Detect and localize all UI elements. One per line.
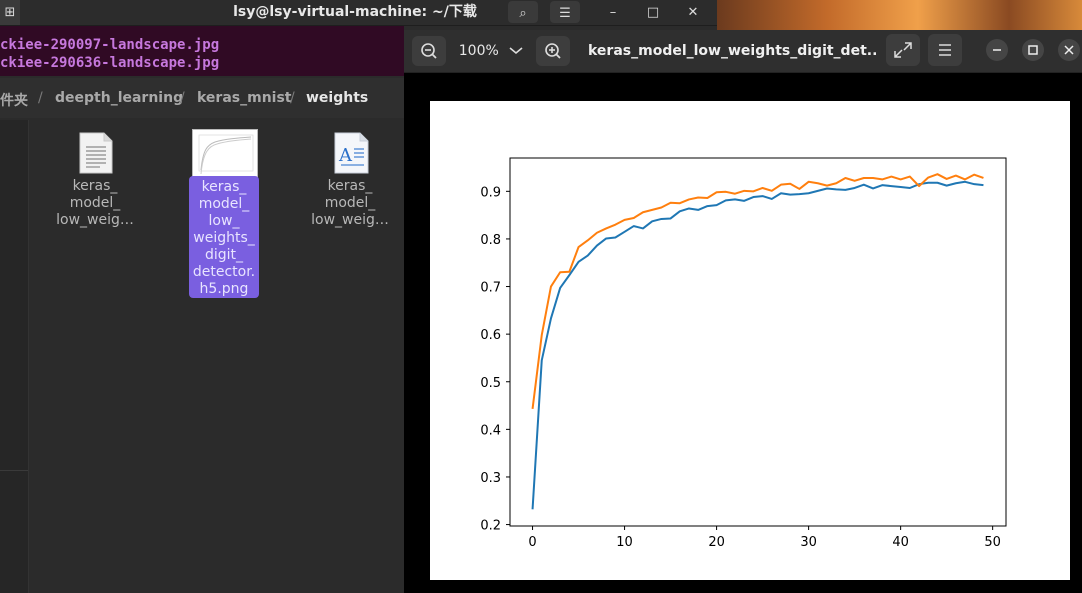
- x-tick-label: 20: [708, 535, 725, 550]
- y-tick-label: 0.5: [480, 376, 501, 391]
- path-bar: [0, 78, 404, 118]
- document-file-icon[interactable]: A: [333, 131, 371, 175]
- hamburger-menu-icon[interactable]: ☰: [550, 1, 580, 23]
- sidebar-divider: [0, 470, 28, 471]
- menu-icon[interactable]: [928, 34, 962, 66]
- terminal-line: ckiee-290636-landscape.jpg: [0, 55, 220, 71]
- y-tick-label: 0.2: [480, 519, 501, 534]
- y-tick-label: 0.8: [480, 233, 501, 248]
- image-viewer-title: keras_model_low_weights_digit_det...: [588, 43, 878, 59]
- breadcrumb-separator: /: [290, 90, 295, 106]
- breadcrumb-separator: /: [180, 90, 185, 106]
- series-line-0: [531, 180, 984, 510]
- plot-image: [430, 101, 1070, 580]
- terminal-title: lsy@lsy-virtual-machine: ~/下载: [233, 4, 477, 20]
- x-tick-label: 0: [528, 535, 536, 550]
- series-line-1: [531, 173, 984, 410]
- zoom-in-icon[interactable]: [536, 36, 570, 66]
- fullscreen-icon[interactable]: [886, 34, 920, 66]
- file-label-selected[interactable]: keras_ model_ low_ weights_ digit_ detec…: [192, 179, 256, 297]
- y-tick-label: 0.9: [480, 185, 501, 200]
- breadcrumb-keras-mnist[interactable]: keras_mnist: [197, 90, 292, 106]
- chevron-down-icon: [509, 36, 523, 66]
- search-icon[interactable]: ⌕: [508, 1, 538, 23]
- terminal-output[interactable]: [0, 26, 404, 76]
- desktop-wallpaper: [717, 0, 1082, 30]
- x-tick-label: 50: [984, 535, 1001, 550]
- terminal-title-bar: [0, 0, 717, 26]
- line-chart: 0 10 20 30 40 50 0.2 0.3 0.4 0.5 0.6 0.7 0.8 0.9: [480, 157, 1007, 550]
- breadcrumb-deepth-learning[interactable]: deepth_learning: [55, 90, 184, 106]
- x-tick-label: 30: [800, 535, 817, 550]
- y-tick-label: 0.3: [480, 471, 501, 486]
- svg-text:A: A: [338, 145, 353, 166]
- image-thumbnail[interactable]: [192, 129, 258, 178]
- close-icon[interactable]: ✕: [687, 5, 699, 20]
- terminal-line: ckiee-290097-landscape.jpg: [0, 37, 220, 53]
- close-icon[interactable]: [1058, 39, 1080, 61]
- selection-highlight: [189, 176, 259, 298]
- plot-frame: [509, 157, 1007, 527]
- zoom-level-value: 100%: [458, 43, 499, 59]
- zoom-level-dropdown[interactable]: 100%: [450, 36, 532, 66]
- file-label[interactable]: keras_ model_ low_weig…: [56, 178, 134, 228]
- x-tick-label: 40: [892, 535, 909, 550]
- x-tick-label: 10: [616, 535, 633, 550]
- file-label[interactable]: keras_ model_ low_weig…: [311, 178, 389, 228]
- breadcrumb-weights[interactable]: weights: [306, 90, 369, 106]
- maximize-icon[interactable]: □: [646, 5, 660, 20]
- minimize-icon[interactable]: –: [609, 5, 617, 20]
- text-file-icon[interactable]: [78, 131, 114, 175]
- maximize-icon[interactable]: [1022, 39, 1044, 61]
- zoom-out-icon[interactable]: [412, 36, 446, 66]
- y-tick-label: 0.7: [480, 281, 501, 296]
- sidebar: [0, 120, 29, 593]
- y-tick-label: 0.6: [480, 328, 501, 343]
- y-tick-label: 0.4: [480, 423, 501, 438]
- breadcrumb-folder[interactable]: 件夹: [0, 93, 28, 109]
- breadcrumb-separator: /: [38, 90, 43, 106]
- new-tab-button[interactable]: ⊞: [0, 0, 20, 25]
- minimize-icon[interactable]: [986, 39, 1008, 61]
